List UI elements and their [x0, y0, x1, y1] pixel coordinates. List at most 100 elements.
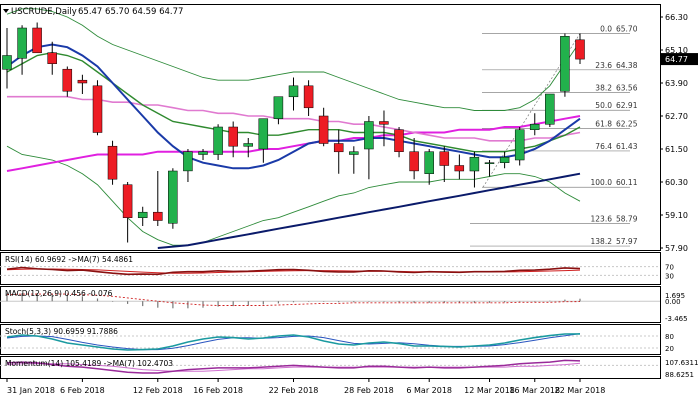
candle-body — [153, 211, 163, 221]
fib-level-ratio: 50.0 — [595, 101, 612, 110]
macd-bar — [308, 301, 310, 302]
x-tick-label: 12 Feb 2018 — [133, 386, 183, 395]
chevron-down-icon[interactable] — [3, 9, 9, 13]
x-tick-label: 6 Feb 2018 — [60, 386, 105, 395]
macd-bar — [428, 301, 430, 303]
y-tick-label: 57.90 — [665, 244, 688, 253]
x-tick-label: 22 Feb 2018 — [269, 386, 319, 395]
fib-level-ratio: 123.6 — [591, 215, 613, 224]
y-tick-label: 59.10 — [665, 211, 688, 220]
candle-body — [349, 151, 359, 155]
ma-pink-line — [7, 95, 581, 142]
macd-bar — [338, 301, 340, 303]
momentum-line — [6, 359, 581, 374]
macd-bar — [172, 301, 174, 309]
candle-body — [545, 93, 555, 125]
ma-blue-line — [6, 43, 581, 170]
ohlc-readout: 65.47 65.70 64.59 64.77 — [78, 7, 183, 17]
candle-body — [379, 121, 389, 125]
candle-body — [122, 184, 133, 218]
candle-body — [107, 145, 118, 180]
fib-level-ratio: 76.4 — [595, 142, 612, 151]
fib-level-value: 65.70 — [616, 25, 638, 34]
momentum-title: Momentum(14) 105.4189 ->MA(7) 102.4703 — [5, 359, 173, 368]
candle-body — [288, 85, 299, 98]
macd-tick: 1.695 — [665, 292, 685, 300]
candle-body — [529, 123, 540, 130]
candle-body — [469, 156, 480, 172]
candle-body — [364, 121, 374, 150]
macd-bar — [277, 301, 279, 304]
candle-body — [333, 143, 344, 153]
fib-level-value: 62.25 — [616, 119, 638, 128]
macd-bar — [66, 295, 68, 302]
stoch-title: Stoch(5,3,3) 90.6959 91.7886 — [5, 327, 118, 336]
candle-body — [499, 156, 510, 163]
candle-body — [213, 126, 223, 155]
x-tick-label: 16 Mar 2018 — [509, 386, 560, 395]
candle-body — [258, 118, 269, 150]
macd-bar — [232, 301, 234, 307]
fib-level-ratio: 0.0 — [600, 25, 612, 34]
stoch-tick: 20 — [665, 345, 674, 353]
macd-bar — [564, 299, 566, 302]
x-tick-label: 6 Mar 2018 — [406, 386, 452, 395]
candle-body — [409, 151, 419, 172]
x-tick-label: 28 Feb 2018 — [344, 386, 394, 395]
macd-bar — [247, 301, 249, 306]
fib-level-value: 57.97 — [616, 237, 638, 246]
fib-level-value: 64.38 — [616, 61, 638, 70]
macd-bar — [504, 301, 506, 303]
candle-body — [92, 85, 103, 133]
candle-body — [198, 151, 208, 155]
candle-body — [243, 143, 253, 147]
candle-body — [168, 170, 178, 224]
momentum-tick: 88.6251 — [665, 371, 694, 379]
candle-body — [228, 126, 238, 147]
rsi-tick: 30 — [665, 272, 674, 280]
candle-body — [32, 27, 42, 54]
fib-level-ratio: 100.0 — [591, 178, 613, 187]
stoch-tick: 80 — [665, 333, 674, 341]
y-tick-label: 66.30 — [665, 13, 688, 22]
ma-green-line — [6, 51, 581, 153]
y-tick-label: 62.70 — [665, 112, 688, 121]
x-tick-label: 22 Mar 2018 — [555, 386, 606, 395]
fib-level-ratio: 23.6 — [595, 61, 612, 70]
macd-bar — [292, 301, 295, 303]
macd-bar — [262, 301, 264, 305]
y-tick-label: 61.50 — [665, 145, 688, 154]
momentum-tick: 107.6311 — [665, 359, 698, 367]
candle-body — [2, 55, 12, 70]
candle-body — [303, 85, 314, 109]
candle-body — [318, 115, 329, 144]
macd-bar — [579, 298, 581, 302]
candle-body — [575, 39, 585, 60]
macd-bar — [6, 293, 8, 302]
last-price-label: 64.77 — [665, 55, 688, 64]
bollinger-lower-line — [6, 145, 581, 246]
bollinger-upper-line — [6, 8, 581, 111]
panel-frame-mom — [0, 356, 661, 379]
macd-bar — [488, 301, 491, 303]
candle-body — [17, 27, 27, 59]
fib-level-ratio: 61.8 — [595, 119, 612, 128]
panel-frame-rsi — [0, 252, 661, 285]
candle-body — [424, 151, 434, 174]
candle-body — [62, 68, 73, 92]
macd-bar — [81, 296, 83, 302]
macd-bar — [534, 301, 536, 302]
candle-body — [560, 36, 570, 92]
fib-level-value: 62.91 — [616, 101, 638, 110]
macd-bar — [142, 301, 144, 307]
fib-level-ratio: 138.2 — [591, 237, 613, 246]
macd-bar — [473, 301, 475, 303]
macd-title: MACD(12,26,9) 0.456 -0.076 — [5, 289, 113, 298]
macd-bar — [353, 301, 355, 303]
candle-body — [273, 96, 284, 119]
rsi-title: RSI(14) 60.9692 ->MA(7) 54.4861 — [5, 255, 133, 264]
candle-body — [454, 165, 465, 172]
fib-level-value: 63.56 — [616, 83, 638, 92]
